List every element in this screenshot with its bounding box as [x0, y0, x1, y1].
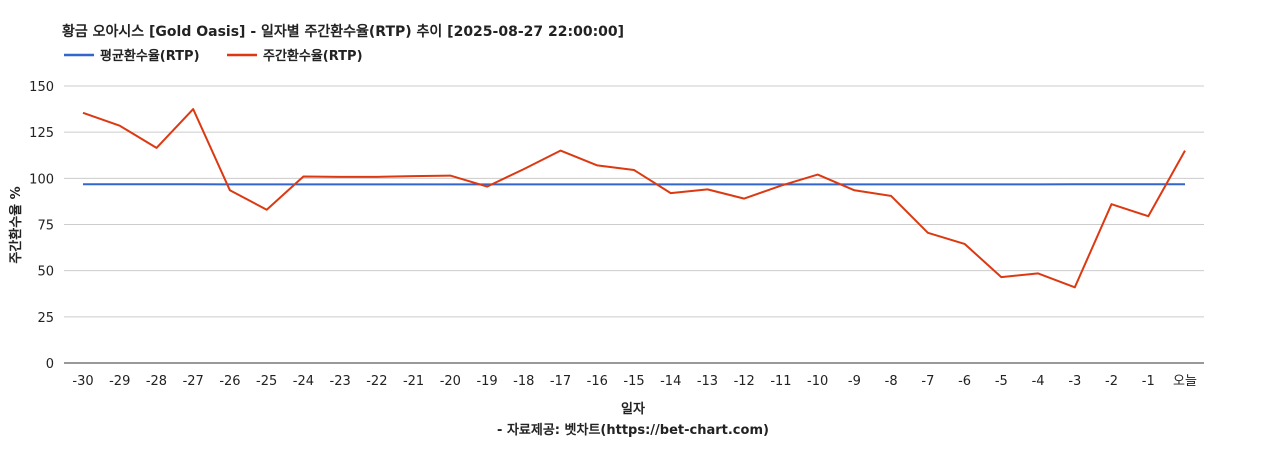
x-tick-label: -2 [1105, 374, 1118, 389]
x-tick-label: -18 [513, 374, 534, 389]
x-tick-label: -24 [293, 374, 314, 389]
x-tick-label: -1 [1142, 374, 1155, 389]
x-tick-label: -8 [885, 374, 898, 389]
x-tick-label: -29 [109, 374, 130, 389]
y-tick-label: 125 [29, 126, 54, 141]
x-tick-label: -14 [660, 374, 681, 389]
y-axis-label: 주간환수율 % [8, 186, 24, 263]
x-tick-label: -25 [256, 374, 277, 389]
legend: 평균환수율(RTP) 주간환수율(RTP) [64, 48, 363, 64]
x-tick-label: -28 [146, 374, 167, 389]
x-tick-label: -17 [550, 374, 571, 389]
y-axis-ticks: 0 25 50 75 100 125 150 [29, 80, 54, 372]
x-axis-label: 일자 [621, 402, 645, 417]
x-tick-label: -23 [330, 374, 351, 389]
x-tick-label: -26 [219, 374, 240, 389]
x-tick-label: -9 [848, 374, 861, 389]
x-tick-label: -16 [587, 374, 608, 389]
x-tick-label: -6 [958, 374, 971, 389]
x-tick-label: -15 [623, 374, 644, 389]
chart-title: 황금 오아시스 [Gold Oasis] - 일자별 주간환수율(RTP) 추이… [62, 23, 624, 40]
x-tick-label: -4 [1032, 374, 1045, 389]
x-tick-label: -22 [366, 374, 387, 389]
x-axis-ticks: -30 -29 -28 -27 -26 -25 -24 -23 -22 -21 -20 -19 -18 -… [72, 374, 1197, 389]
x-tick-label: -3 [1068, 374, 1081, 389]
x-tick-label: -10 [807, 374, 828, 389]
source-credit: - 자료제공: 벳차트(https://bet-chart.com) [497, 422, 769, 438]
y-tick-label: 25 [37, 311, 54, 326]
x-tick-label: 오늘 [1173, 374, 1197, 389]
x-tick-label: -13 [697, 374, 718, 389]
x-tick-label: -21 [403, 374, 424, 389]
y-tick-label: 150 [29, 80, 54, 95]
x-tick-label: -27 [183, 374, 204, 389]
gridlines [64, 85, 1204, 364]
x-tick-label: -7 [921, 374, 934, 389]
legend-label-average: 평균환수율(RTP) [100, 48, 200, 64]
x-tick-label: -30 [72, 374, 93, 389]
series-line-weekly [82, 108, 1186, 289]
x-tick-label: -19 [476, 374, 497, 389]
y-tick-label: 50 [37, 265, 54, 280]
y-tick-label: 75 [37, 219, 54, 234]
legend-label-weekly: 주간환수율(RTP) [263, 48, 363, 64]
y-tick-label: 0 [46, 357, 54, 372]
y-tick-label: 100 [29, 172, 54, 187]
x-tick-label: -20 [440, 374, 461, 389]
x-tick-label: -11 [770, 374, 791, 389]
x-tick-label: -12 [734, 374, 755, 389]
x-tick-label: -5 [995, 374, 1008, 389]
series-lines [82, 108, 1186, 289]
